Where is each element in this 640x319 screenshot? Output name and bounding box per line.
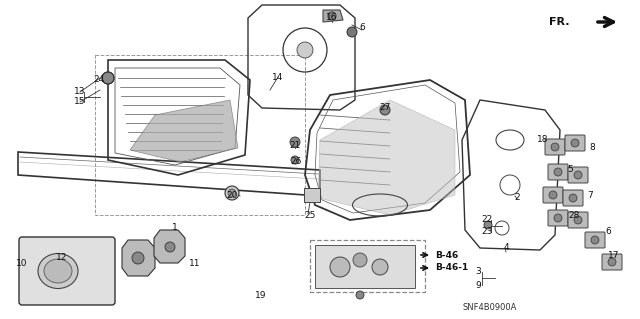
- Circle shape: [574, 216, 582, 224]
- Text: 9: 9: [475, 280, 481, 290]
- FancyBboxPatch shape: [602, 254, 622, 270]
- Text: 6: 6: [605, 227, 611, 236]
- Circle shape: [353, 253, 367, 267]
- Text: 14: 14: [272, 72, 284, 81]
- Circle shape: [225, 186, 239, 200]
- Text: 6: 6: [359, 24, 365, 33]
- Circle shape: [291, 156, 299, 164]
- Text: 22: 22: [481, 216, 493, 225]
- Text: 26: 26: [291, 158, 301, 167]
- Circle shape: [132, 252, 144, 264]
- FancyBboxPatch shape: [19, 237, 115, 305]
- Text: 11: 11: [189, 258, 201, 268]
- Ellipse shape: [38, 254, 78, 288]
- Text: 25: 25: [304, 211, 316, 220]
- Circle shape: [554, 214, 562, 222]
- Ellipse shape: [44, 259, 72, 283]
- Polygon shape: [323, 10, 343, 22]
- Text: 18: 18: [537, 136, 548, 145]
- Text: 21: 21: [289, 140, 301, 150]
- Circle shape: [549, 191, 557, 199]
- Bar: [95, 55, 305, 215]
- Circle shape: [228, 189, 236, 197]
- FancyBboxPatch shape: [565, 135, 585, 151]
- Circle shape: [571, 139, 579, 147]
- Text: 13: 13: [74, 87, 86, 97]
- Circle shape: [554, 168, 562, 176]
- Text: 20: 20: [227, 191, 237, 201]
- Circle shape: [380, 105, 390, 115]
- Text: 4: 4: [503, 243, 509, 253]
- Circle shape: [356, 291, 364, 299]
- Polygon shape: [318, 100, 455, 215]
- Text: SNF4B0900A: SNF4B0900A: [463, 303, 517, 313]
- Text: B-46-1: B-46-1: [435, 263, 468, 272]
- FancyBboxPatch shape: [545, 139, 565, 155]
- Circle shape: [330, 257, 350, 277]
- Circle shape: [165, 242, 175, 252]
- Polygon shape: [315, 245, 415, 288]
- Polygon shape: [154, 230, 185, 263]
- Circle shape: [484, 221, 492, 229]
- Polygon shape: [130, 100, 238, 162]
- Text: 28: 28: [568, 211, 580, 219]
- Text: 3: 3: [475, 268, 481, 277]
- Text: 17: 17: [608, 250, 620, 259]
- Text: 2: 2: [514, 192, 520, 202]
- FancyBboxPatch shape: [543, 187, 563, 203]
- Circle shape: [347, 27, 357, 37]
- FancyBboxPatch shape: [563, 190, 583, 206]
- Text: 24: 24: [93, 76, 104, 85]
- FancyBboxPatch shape: [568, 167, 588, 183]
- Circle shape: [574, 171, 582, 179]
- Text: 7: 7: [587, 190, 593, 199]
- Circle shape: [372, 259, 388, 275]
- FancyBboxPatch shape: [585, 232, 605, 248]
- Circle shape: [608, 258, 616, 266]
- Text: 27: 27: [380, 103, 390, 113]
- Text: 23: 23: [481, 227, 493, 236]
- Text: 8: 8: [589, 144, 595, 152]
- Text: 15: 15: [74, 98, 86, 107]
- Circle shape: [290, 137, 300, 147]
- Circle shape: [102, 72, 114, 84]
- Circle shape: [297, 42, 313, 58]
- Circle shape: [569, 194, 577, 202]
- Text: FR.: FR.: [550, 17, 570, 27]
- Bar: [310, 240, 425, 292]
- Text: 12: 12: [56, 254, 68, 263]
- Circle shape: [328, 12, 336, 20]
- Polygon shape: [122, 240, 155, 276]
- FancyBboxPatch shape: [568, 212, 588, 228]
- Polygon shape: [304, 188, 320, 202]
- Circle shape: [591, 236, 599, 244]
- Text: 19: 19: [255, 292, 267, 300]
- Text: 10: 10: [16, 258, 28, 268]
- Text: 5: 5: [567, 166, 573, 174]
- Text: 16: 16: [326, 13, 338, 23]
- Circle shape: [551, 143, 559, 151]
- FancyBboxPatch shape: [548, 210, 568, 226]
- Text: 1: 1: [172, 224, 178, 233]
- Text: B-46: B-46: [435, 250, 458, 259]
- FancyBboxPatch shape: [548, 164, 568, 180]
